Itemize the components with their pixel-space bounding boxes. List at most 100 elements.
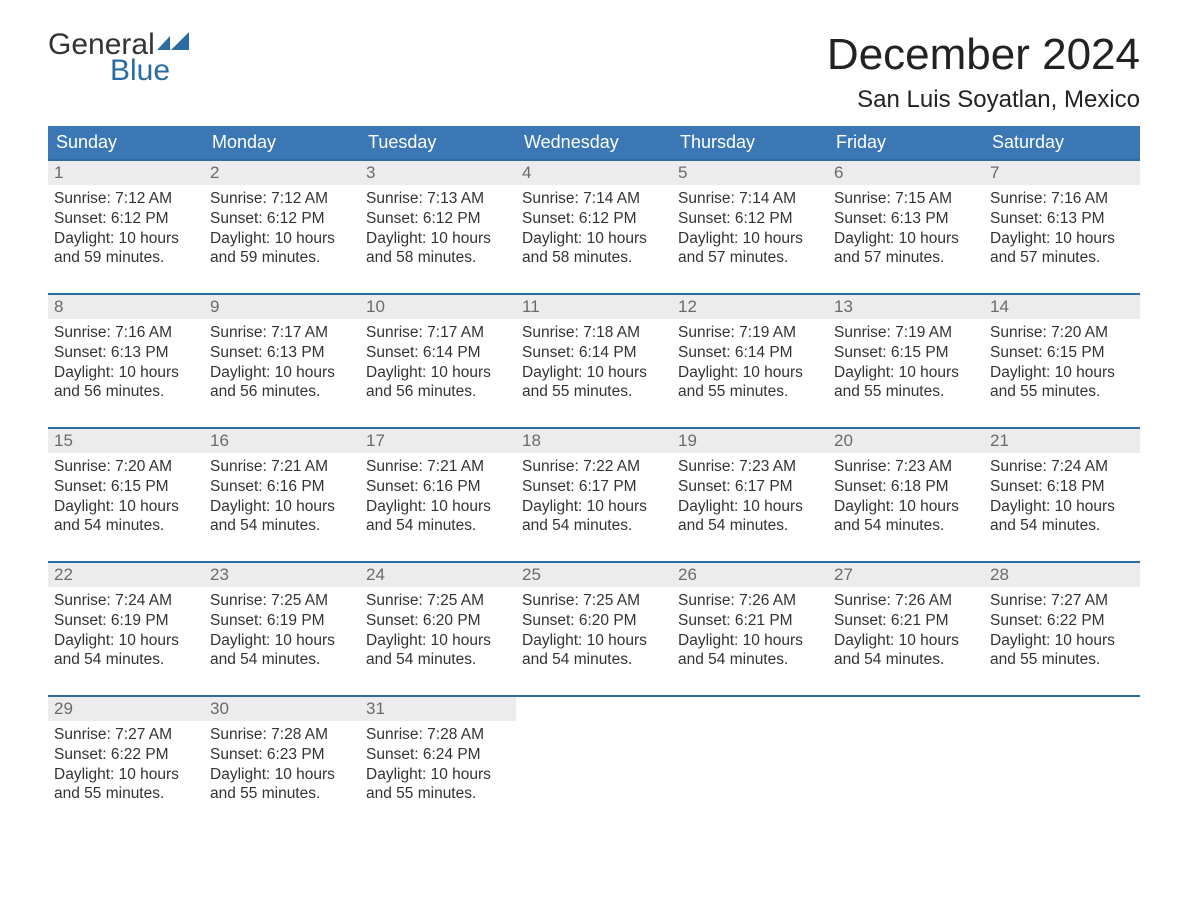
sunset-line: Sunset: 6:18 PM — [834, 477, 978, 497]
daylight-line-2: and 58 minutes. — [522, 248, 666, 268]
day-body: Sunrise: 7:14 AMSunset: 6:12 PMDaylight:… — [672, 185, 828, 270]
day-body: Sunrise: 7:20 AMSunset: 6:15 PMDaylight:… — [48, 453, 204, 538]
day-cell: 3Sunrise: 7:13 AMSunset: 6:12 PMDaylight… — [360, 161, 516, 279]
daylight-line-1: Daylight: 10 hours — [522, 631, 666, 651]
sunrise-line: Sunrise: 7:21 AM — [366, 457, 510, 477]
day-number: 9 — [204, 295, 360, 319]
day-cell: 24Sunrise: 7:25 AMSunset: 6:20 PMDayligh… — [360, 563, 516, 681]
day-body: Sunrise: 7:25 AMSunset: 6:19 PMDaylight:… — [204, 587, 360, 672]
week-row: 15Sunrise: 7:20 AMSunset: 6:15 PMDayligh… — [48, 427, 1140, 547]
day-cell: 11Sunrise: 7:18 AMSunset: 6:14 PMDayligh… — [516, 295, 672, 413]
day-cell: 9Sunrise: 7:17 AMSunset: 6:13 PMDaylight… — [204, 295, 360, 413]
sunrise-line: Sunrise: 7:22 AM — [522, 457, 666, 477]
daylight-line-2: and 55 minutes. — [678, 382, 822, 402]
sunset-line: Sunset: 6:13 PM — [210, 343, 354, 363]
daylight-line-2: and 54 minutes. — [834, 650, 978, 670]
day-body: Sunrise: 7:16 AMSunset: 6:13 PMDaylight:… — [48, 319, 204, 404]
sunset-line: Sunset: 6:20 PM — [522, 611, 666, 631]
day-body: Sunrise: 7:22 AMSunset: 6:17 PMDaylight:… — [516, 453, 672, 538]
daylight-line-1: Daylight: 10 hours — [522, 229, 666, 249]
sunset-line: Sunset: 6:13 PM — [54, 343, 198, 363]
daylight-line-2: and 55 minutes. — [210, 784, 354, 804]
daylight-line-1: Daylight: 10 hours — [990, 631, 1134, 651]
day-body: Sunrise: 7:23 AMSunset: 6:18 PMDaylight:… — [828, 453, 984, 538]
week-row: 29Sunrise: 7:27 AMSunset: 6:22 PMDayligh… — [48, 695, 1140, 815]
sunrise-line: Sunrise: 7:25 AM — [366, 591, 510, 611]
day-cell: 27Sunrise: 7:26 AMSunset: 6:21 PMDayligh… — [828, 563, 984, 681]
daylight-line-1: Daylight: 10 hours — [366, 631, 510, 651]
daylight-line-1: Daylight: 10 hours — [210, 497, 354, 517]
daylight-line-2: and 57 minutes. — [990, 248, 1134, 268]
day-number: 11 — [516, 295, 672, 319]
day-cell — [672, 697, 828, 815]
daylight-line-1: Daylight: 10 hours — [678, 363, 822, 383]
sunset-line: Sunset: 6:17 PM — [678, 477, 822, 497]
daylight-line-2: and 54 minutes. — [54, 516, 198, 536]
sunset-line: Sunset: 6:16 PM — [210, 477, 354, 497]
day-number: 8 — [48, 295, 204, 319]
day-cell: 10Sunrise: 7:17 AMSunset: 6:14 PMDayligh… — [360, 295, 516, 413]
day-cell: 28Sunrise: 7:27 AMSunset: 6:22 PMDayligh… — [984, 563, 1140, 681]
day-cell: 1Sunrise: 7:12 AMSunset: 6:12 PMDaylight… — [48, 161, 204, 279]
day-body: Sunrise: 7:21 AMSunset: 6:16 PMDaylight:… — [204, 453, 360, 538]
daylight-line-1: Daylight: 10 hours — [678, 631, 822, 651]
daylight-line-2: and 55 minutes. — [990, 650, 1134, 670]
daylight-line-2: and 56 minutes. — [366, 382, 510, 402]
day-number: 7 — [984, 161, 1140, 185]
daylight-line-1: Daylight: 10 hours — [834, 631, 978, 651]
daylight-line-2: and 57 minutes. — [678, 248, 822, 268]
day-cell: 12Sunrise: 7:19 AMSunset: 6:14 PMDayligh… — [672, 295, 828, 413]
daylight-line-2: and 59 minutes. — [210, 248, 354, 268]
sunrise-line: Sunrise: 7:24 AM — [990, 457, 1134, 477]
day-body: Sunrise: 7:24 AMSunset: 6:18 PMDaylight:… — [984, 453, 1140, 538]
sunset-line: Sunset: 6:13 PM — [990, 209, 1134, 229]
daylight-line-1: Daylight: 10 hours — [990, 363, 1134, 383]
sunrise-line: Sunrise: 7:12 AM — [210, 189, 354, 209]
day-body: Sunrise: 7:23 AMSunset: 6:17 PMDaylight:… — [672, 453, 828, 538]
day-cell: 5Sunrise: 7:14 AMSunset: 6:12 PMDaylight… — [672, 161, 828, 279]
day-cell: 19Sunrise: 7:23 AMSunset: 6:17 PMDayligh… — [672, 429, 828, 547]
day-cell: 18Sunrise: 7:22 AMSunset: 6:17 PMDayligh… — [516, 429, 672, 547]
day-cell: 13Sunrise: 7:19 AMSunset: 6:15 PMDayligh… — [828, 295, 984, 413]
day-header-cell: Wednesday — [516, 126, 672, 159]
daylight-line-1: Daylight: 10 hours — [210, 229, 354, 249]
daylight-line-1: Daylight: 10 hours — [366, 497, 510, 517]
sunrise-line: Sunrise: 7:24 AM — [54, 591, 198, 611]
day-body: Sunrise: 7:26 AMSunset: 6:21 PMDaylight:… — [828, 587, 984, 672]
day-body: Sunrise: 7:19 AMSunset: 6:15 PMDaylight:… — [828, 319, 984, 404]
day-cell: 15Sunrise: 7:20 AMSunset: 6:15 PMDayligh… — [48, 429, 204, 547]
daylight-line-2: and 54 minutes. — [366, 650, 510, 670]
day-number: 30 — [204, 697, 360, 721]
day-body: Sunrise: 7:19 AMSunset: 6:14 PMDaylight:… — [672, 319, 828, 404]
daylight-line-1: Daylight: 10 hours — [990, 497, 1134, 517]
day-number: 23 — [204, 563, 360, 587]
sunset-line: Sunset: 6:24 PM — [366, 745, 510, 765]
day-number: 19 — [672, 429, 828, 453]
day-number: 18 — [516, 429, 672, 453]
logo-text-blue: Blue — [110, 56, 191, 86]
sunrise-line: Sunrise: 7:16 AM — [990, 189, 1134, 209]
day-header-cell: Saturday — [984, 126, 1140, 159]
daylight-line-1: Daylight: 10 hours — [54, 497, 198, 517]
day-cell — [516, 697, 672, 815]
sunset-line: Sunset: 6:13 PM — [834, 209, 978, 229]
day-cell: 17Sunrise: 7:21 AMSunset: 6:16 PMDayligh… — [360, 429, 516, 547]
sunset-line: Sunset: 6:16 PM — [366, 477, 510, 497]
daylight-line-1: Daylight: 10 hours — [678, 229, 822, 249]
daylight-line-1: Daylight: 10 hours — [210, 765, 354, 785]
day-number: 26 — [672, 563, 828, 587]
day-cell: 29Sunrise: 7:27 AMSunset: 6:22 PMDayligh… — [48, 697, 204, 815]
day-number: 28 — [984, 563, 1140, 587]
day-cell: 21Sunrise: 7:24 AMSunset: 6:18 PMDayligh… — [984, 429, 1140, 547]
daylight-line-2: and 54 minutes. — [990, 516, 1134, 536]
sunrise-line: Sunrise: 7:13 AM — [366, 189, 510, 209]
day-number: 1 — [48, 161, 204, 185]
sunset-line: Sunset: 6:19 PM — [210, 611, 354, 631]
day-header-cell: Friday — [828, 126, 984, 159]
sunset-line: Sunset: 6:12 PM — [210, 209, 354, 229]
day-body: Sunrise: 7:25 AMSunset: 6:20 PMDaylight:… — [516, 587, 672, 672]
daylight-line-2: and 55 minutes. — [834, 382, 978, 402]
day-body: Sunrise: 7:28 AMSunset: 6:24 PMDaylight:… — [360, 721, 516, 806]
sunrise-line: Sunrise: 7:19 AM — [678, 323, 822, 343]
day-cell: 25Sunrise: 7:25 AMSunset: 6:20 PMDayligh… — [516, 563, 672, 681]
